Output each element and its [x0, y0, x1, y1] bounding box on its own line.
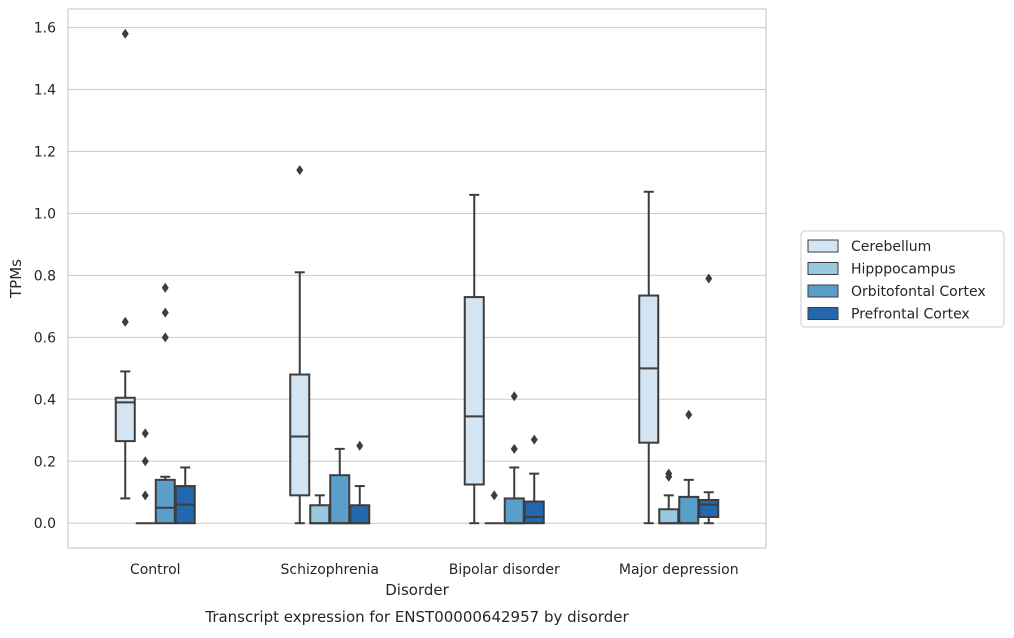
box-orbitofontal-cortex — [329, 447, 351, 525]
x-tick-label: Schizophrenia — [281, 562, 379, 578]
legend-label: Hipppocampus — [851, 262, 956, 278]
legend-swatch — [807, 307, 839, 320]
box-iqr — [658, 508, 680, 525]
legend: Cerebellum Hipppocampus Orbitofontal Corte… — [800, 230, 1005, 328]
box-iqr — [698, 498, 720, 519]
box-cerebellum — [463, 193, 485, 525]
y-tick-label: 0.4 — [34, 392, 56, 408]
outlier-point — [121, 28, 129, 39]
x-tick-label: Control — [130, 562, 181, 578]
legend-label: Prefrontal Cortex — [851, 307, 970, 323]
plot-frame — [67, 8, 767, 549]
box-iqr — [114, 396, 136, 443]
box-iqr — [678, 495, 700, 525]
y-tick-label: 0.6 — [34, 330, 56, 346]
outlier-point — [510, 391, 518, 402]
box-cerebellum — [114, 28, 136, 500]
y-tick-label: 1.0 — [34, 206, 56, 222]
box-layer — [114, 28, 720, 525]
y-tick-label: 0.2 — [34, 454, 56, 470]
box-orbitofontal-cortex — [503, 391, 525, 525]
legend-swatch — [807, 284, 839, 298]
box-iqr — [523, 500, 545, 525]
box-iqr — [503, 497, 525, 525]
y-tick-label: 1.4 — [34, 83, 56, 99]
x-tick-labels: Control Schizophrenia Bipolar disorder Majo… — [130, 562, 739, 578]
outlier-point — [121, 316, 129, 327]
outlier-point — [161, 332, 169, 343]
box-hipppocampus — [309, 494, 331, 525]
y-tick-label: 1.6 — [34, 21, 56, 37]
outlier-point — [161, 307, 169, 318]
outlier-point — [141, 490, 149, 501]
y-axis-label: TPMs — [7, 259, 25, 299]
box-orbitofontal-cortex — [678, 409, 700, 525]
box-hipppocampus — [658, 468, 680, 525]
outlier-point — [141, 428, 149, 439]
box-cerebellum — [289, 165, 311, 525]
y-tick-labels: 0.0 0.2 0.4 0.6 0.8 1.0 1.2 1.4 1.6 — [34, 21, 56, 533]
grid-layer — [68, 27, 766, 524]
box-iqr — [289, 373, 311, 497]
outlier-point — [356, 440, 364, 451]
x-tick-label: Bipolar disorder — [449, 562, 560, 578]
box-hipppocampus — [484, 490, 504, 525]
box-prefrontal-cortex — [523, 434, 545, 525]
box-orbitofontal-cortex — [154, 282, 176, 525]
box-prefrontal-cortex — [349, 440, 371, 525]
outlier-point — [665, 471, 673, 482]
box-prefrontal-cortex — [174, 466, 196, 525]
legend-label: Cerebellum — [851, 239, 931, 255]
box-iqr — [463, 296, 485, 486]
y-tick-label: 0.8 — [34, 268, 56, 284]
y-tick-label: 1.2 — [34, 144, 56, 160]
box-cerebellum — [638, 190, 660, 525]
x-axis-label: Disorder — [385, 581, 449, 599]
outlier-point — [141, 456, 149, 467]
box-iqr — [329, 474, 351, 525]
box-prefrontal-cortex — [698, 273, 720, 525]
outlier-point — [161, 282, 169, 293]
legend-swatch — [807, 239, 839, 253]
box-hipppocampus — [135, 428, 155, 525]
y-tick-label: 0.0 — [34, 516, 56, 532]
outlier-point — [510, 443, 518, 454]
outlier-point — [490, 490, 498, 501]
box-iqr — [309, 504, 331, 525]
chart-caption: Transcript expression for ENST0000064295… — [204, 608, 629, 626]
outlier-point — [685, 409, 693, 420]
x-tick-label: Major depression — [619, 562, 739, 578]
legend-frame — [800, 230, 1005, 328]
outlier-point — [296, 165, 304, 176]
box-iqr — [154, 478, 176, 525]
outlier-point — [705, 273, 713, 284]
box-iqr — [349, 504, 371, 525]
legend-swatch — [807, 262, 839, 275]
outlier-point — [530, 434, 538, 445]
legend-label: Orbitofontal Cortex — [851, 284, 986, 300]
